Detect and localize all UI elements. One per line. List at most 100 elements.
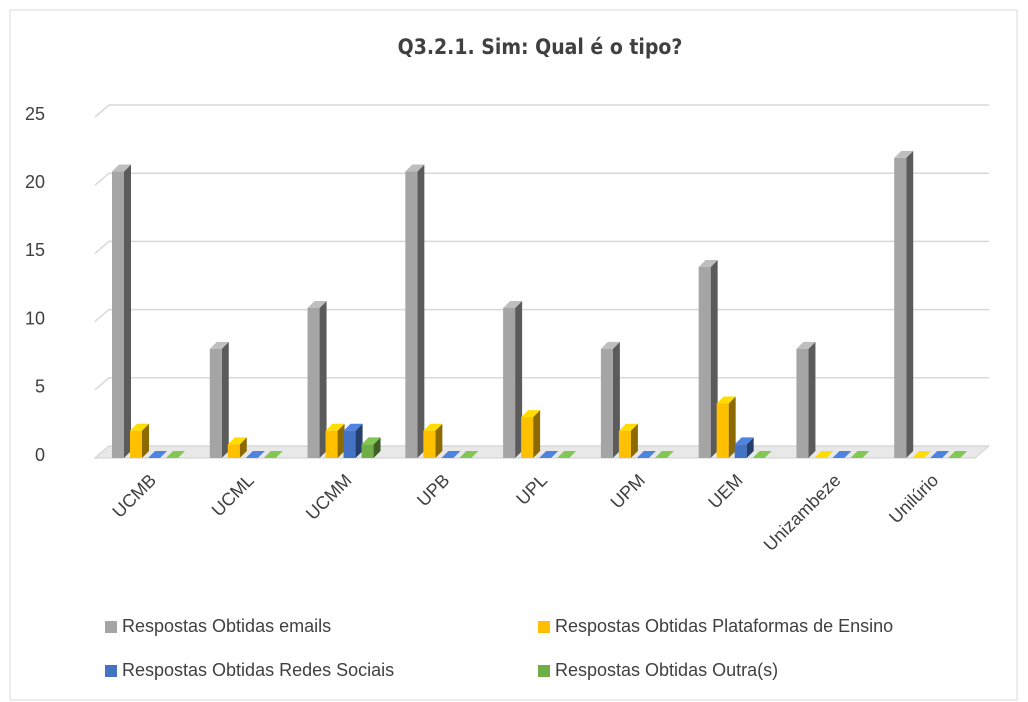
bar-top [148,451,167,458]
bar [600,348,613,458]
bar-3d [521,410,541,458]
bar-top [503,300,523,308]
bar-top [130,423,149,431]
bar-3d [948,451,968,458]
bar-3d [503,300,523,458]
bar-3d [112,164,131,458]
bar-3d [405,164,425,458]
bar-top [832,451,852,458]
bar-3d [734,437,754,458]
bar-3d [698,260,718,458]
bar [307,307,320,458]
bar-side [906,150,914,459]
bar-3d [636,451,656,458]
bar-3d [307,300,327,458]
bar-3d [716,396,736,458]
bar [361,444,374,458]
bar [521,417,534,458]
bar [227,444,240,458]
legend-swatch [105,621,117,633]
bar-3d [600,341,620,458]
bar-side [417,164,425,458]
bar-top [912,451,932,458]
y-tick-label: 15 [25,240,45,260]
bar-top [112,164,131,172]
bar-side [612,341,620,458]
bar-3d [227,437,247,458]
bar-top [752,451,772,458]
bar-3d [343,423,363,458]
bar [423,430,436,458]
bar [343,430,356,458]
bar-3d [832,451,852,458]
bar-side [373,437,381,458]
bar-top [600,341,620,349]
bar-top [930,451,950,458]
bar-top [245,451,265,458]
bar-top [698,260,718,268]
bar-3d [459,451,479,458]
bar-3d [148,451,167,458]
bar [894,157,907,459]
bar-top [618,423,638,431]
y-tick-label: 20 [25,172,45,192]
bar-top [948,451,968,458]
bar-3d [245,451,265,458]
bar-3d [263,451,283,458]
bar [618,430,631,458]
bar-side [746,437,754,458]
bar-3d [209,341,229,458]
bar-3d [796,341,816,458]
bar-3d [539,451,559,458]
bar-side [337,423,345,458]
bar-top [325,423,345,431]
bar-3d [752,451,772,458]
bar-side [533,410,541,458]
bar-top [209,341,229,349]
bar-side [630,423,638,458]
bar [716,403,729,458]
bar [503,307,516,458]
grid-line [94,445,989,459]
bar-side [221,341,229,458]
grid-line [94,104,989,118]
chart-title: Q3.2.1. Sim: Qual é o tipo? [398,35,683,59]
bar-top [423,423,443,431]
bar-side [728,396,736,458]
bar-3d [850,451,870,458]
bar-side [319,300,327,458]
bar-3d [130,423,149,458]
legend-swatch [105,665,117,677]
bar [112,171,124,458]
bar-side [435,423,443,458]
bar-top [441,451,461,458]
bar-3d [912,451,932,458]
legend-label: Respostas Obtidas Outra(s) [555,660,778,680]
bar-top [459,451,479,458]
bar-top [263,451,283,458]
bar [796,348,809,458]
bar-3d [441,451,461,458]
grid-line [94,240,989,254]
legend-swatch [538,621,550,633]
bar-3d [423,423,443,458]
bar-top [636,451,656,458]
bar-side [239,437,247,458]
grid-line [94,377,989,391]
bar-3d [930,451,950,458]
bar-side [515,300,523,458]
bar-3d [654,451,674,458]
grid-line [94,172,989,186]
y-tick-label: 10 [25,308,45,328]
bar [209,348,222,458]
y-tick-label: 5 [35,377,45,397]
bar-3d [814,451,834,458]
bar-3d [894,150,914,459]
bar-top [166,451,185,458]
legend-label: Respostas Obtidas emails [122,616,331,636]
bar-3d [166,451,185,458]
bar-top [307,300,327,308]
bar-top [343,423,363,431]
bar-3d [325,423,345,458]
